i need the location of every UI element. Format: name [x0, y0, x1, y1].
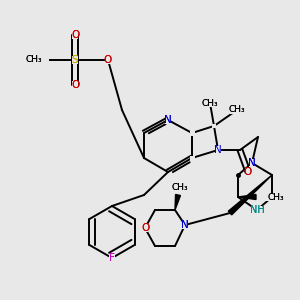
Text: O: O — [244, 167, 252, 177]
Text: CH₃: CH₃ — [202, 98, 218, 107]
Bar — [105, 56, 111, 64]
Text: N: N — [164, 115, 172, 125]
Text: O: O — [244, 167, 252, 177]
Text: O: O — [104, 55, 112, 65]
Text: F: F — [109, 253, 115, 263]
Text: O: O — [104, 55, 112, 65]
Text: CH₃: CH₃ — [26, 56, 42, 64]
Text: O: O — [71, 30, 79, 40]
Text: O: O — [141, 223, 149, 233]
Bar — [35, 56, 49, 64]
Bar — [203, 99, 217, 107]
Bar — [109, 254, 116, 262]
Bar — [190, 130, 194, 136]
Text: CH₃: CH₃ — [229, 106, 245, 115]
Text: CH₃: CH₃ — [172, 182, 188, 191]
Bar — [182, 221, 188, 229]
Text: O: O — [141, 223, 149, 233]
Text: CH₃: CH₃ — [26, 56, 42, 64]
Bar — [72, 56, 78, 64]
Bar — [252, 206, 262, 214]
Bar — [72, 81, 78, 89]
Bar — [142, 224, 148, 232]
Text: O: O — [71, 30, 79, 40]
Bar — [214, 146, 221, 154]
Bar — [72, 31, 78, 39]
Bar — [165, 116, 171, 124]
Text: N: N — [164, 115, 172, 125]
Bar — [249, 159, 255, 167]
Bar — [244, 168, 251, 176]
Text: CH₃: CH₃ — [172, 182, 188, 191]
Bar — [230, 106, 244, 114]
Text: S: S — [72, 55, 78, 65]
Bar — [230, 106, 244, 114]
Text: F: F — [109, 253, 115, 263]
Text: NH: NH — [250, 205, 264, 215]
Bar — [72, 31, 78, 39]
Bar — [72, 56, 78, 64]
Bar — [261, 193, 275, 201]
Polygon shape — [228, 175, 272, 215]
Text: CH₃: CH₃ — [268, 193, 285, 202]
Text: CH₃: CH₃ — [229, 106, 245, 115]
Bar — [252, 206, 262, 214]
Text: O: O — [71, 80, 79, 90]
Text: N: N — [214, 145, 222, 155]
Bar — [212, 124, 216, 128]
Polygon shape — [175, 194, 181, 210]
Bar — [190, 155, 194, 160]
Bar — [105, 56, 111, 64]
Text: S: S — [72, 55, 78, 65]
Bar — [35, 56, 49, 64]
Bar — [72, 81, 78, 89]
Bar — [244, 168, 251, 176]
Bar — [249, 159, 255, 167]
Bar — [173, 183, 187, 191]
Bar — [165, 116, 171, 124]
Polygon shape — [238, 194, 256, 200]
Bar — [261, 193, 275, 201]
Text: N: N — [248, 158, 256, 168]
Bar — [182, 221, 188, 229]
Text: N: N — [181, 220, 189, 230]
Text: O: O — [71, 80, 79, 90]
Text: N: N — [248, 158, 256, 168]
Text: N: N — [181, 220, 189, 230]
Bar — [109, 254, 116, 262]
Bar — [142, 224, 148, 232]
Bar — [203, 99, 217, 107]
Text: NH: NH — [250, 205, 264, 215]
Bar — [173, 183, 187, 191]
Text: CH₃: CH₃ — [268, 193, 285, 202]
Text: CH₃: CH₃ — [202, 98, 218, 107]
